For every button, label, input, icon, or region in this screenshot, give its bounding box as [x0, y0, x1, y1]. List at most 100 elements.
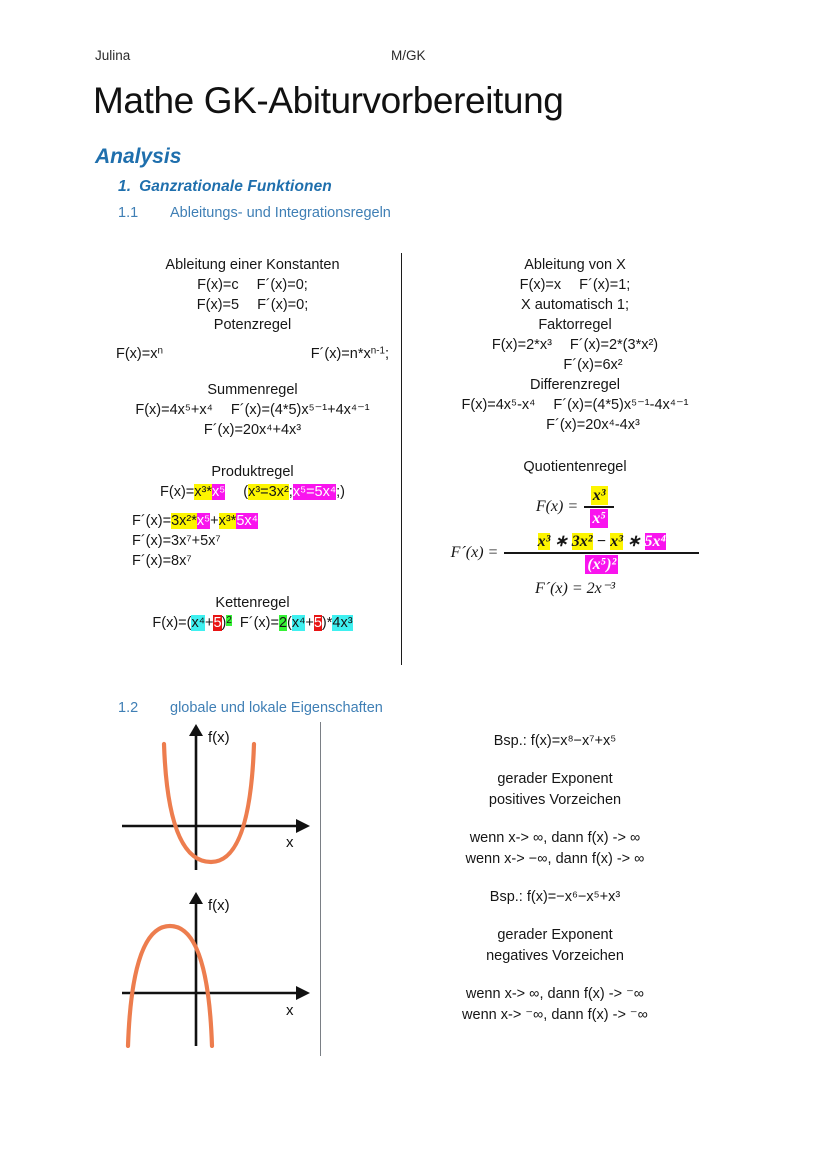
quotient-derivative-row: F´(x) = x³ ∗ 3x² − x³ ∗ 5x⁴ (x⁵)²: [415, 532, 735, 574]
subsection-title-1-1: Ableitungs- und Integrationsregeln: [170, 205, 391, 221]
potenz-lhs: F(x)=xn: [116, 345, 163, 362]
rule-faktor-line-1: F(x)=2*x³ F´(x)=2*(3*x²): [415, 335, 735, 355]
differenz-rhs: F´(x)=(4*5)x⁵⁻¹-4x⁴⁻¹: [553, 397, 689, 413]
kette-hl-5-lhs: 5: [213, 615, 222, 631]
properties-prop2-2: negatives Vorzeichen: [486, 948, 624, 965]
potenz-lhs-exponent: n: [157, 345, 163, 357]
rule-konstante-line-1: F(x)=c F´(x)=0;: [110, 275, 395, 295]
potenz-rhs-exponent: n-1: [370, 345, 385, 357]
quotient-d-hl-x3b: x³: [610, 532, 624, 550]
summen-rhs: F´(x)=(4*5)x⁵⁻¹+4x⁴⁻¹: [230, 402, 370, 418]
subsection-heading-1-2: 1.2 globale und lokale Eigenschaften: [118, 700, 383, 716]
section-heading-analysis: Analysis: [95, 145, 182, 168]
produkt-note-hl-x5: x⁵=5x⁴: [292, 484, 337, 500]
properties-limit2-1: wenn x-> −∞, dann f(x) -> ∞: [465, 851, 645, 868]
rule-title-faktor: Faktorregel: [538, 317, 612, 333]
properties-example-1: Bsp.: f(x)=x⁸−x⁷+x⁵: [493, 733, 617, 749]
produktregel-line-4: F´(x)=8x⁷: [132, 553, 192, 569]
kette-hl-exp-lhs: 2: [226, 614, 232, 626]
konstante-lhs-2: F(x)=5: [196, 297, 240, 313]
produkt-note-hl-x3: x³=3x²: [248, 484, 289, 500]
produktregel-line-3: F´(x)=3x⁷+5x⁷: [132, 533, 221, 549]
chapter-title: Ganzrationale Funktionen: [139, 178, 332, 195]
properties-prop1-2: gerader Exponent: [497, 927, 613, 944]
quotient-d-hl-x3a: x³: [537, 532, 551, 550]
rule-title-potenz: Potenzregel: [213, 317, 292, 333]
graph1-x-axis-label: x: [286, 834, 294, 851]
von-x-lhs: F(x)=x: [519, 277, 562, 293]
rule-title-kette: Kettenregel: [215, 595, 290, 611]
summen-lhs: F(x)=4x⁵+x⁴: [135, 402, 213, 418]
properties-prop1-1: gerader Exponent: [497, 771, 613, 788]
produktregel-line-1: F(x)=x³*x⁵ (x³=3x²;x⁵=5x⁴;): [110, 482, 395, 502]
rules-column-right: Ableitung von X F(x)=x F´(x)=1; X automa…: [415, 255, 735, 600]
rule-title-differenz: Differenzregel: [529, 377, 620, 393]
quotient-d-numerator: x³ ∗ 3x² − x³ ∗ 5x⁴: [537, 532, 667, 550]
quotient-d-hl-5x4: 5x⁴: [644, 532, 667, 550]
column-divider-rules: [401, 253, 402, 665]
quotient-d-denominator: (x⁵)²: [585, 554, 619, 574]
quotient-f-fraction-bar: [584, 506, 615, 508]
konstante-lhs-1: F(x)=c: [197, 277, 239, 293]
page-title: Mathe GK-Abiturvorbereitung: [93, 80, 564, 121]
differenz-lhs: F(x)=4x⁵-x⁴: [461, 397, 536, 413]
rule-faktor-result: F´(x)=6x²: [563, 357, 623, 373]
quotient-f-denominator: x⁵: [590, 508, 608, 528]
graph1-curve: [161, 741, 257, 865]
subsection-number-1-1: 1.1: [118, 205, 139, 221]
chapter-number: 1.: [118, 178, 132, 195]
rules-column-left: Ableitung einer Konstanten F(x)=c F´(x)=…: [110, 255, 395, 633]
rule-title-konstante: Ableitung einer Konstanten: [165, 257, 340, 273]
rule-von-x-note: X automatisch 1;: [521, 297, 629, 313]
subsection-number-1-2: 1.2: [118, 700, 139, 716]
properties-example-2: Bsp.: f(x)=−x⁶−x⁵+x³: [489, 889, 621, 905]
graph2-x-arrow: [296, 986, 310, 1000]
produkt-note: (x³=3x²;x⁵=5x⁴;): [243, 484, 345, 500]
rule-potenz-line: F(x)=xn F´(x)=n*xn-1;: [110, 344, 395, 364]
column-divider-properties: [320, 722, 321, 1056]
rule-differenz-result: F´(x)=20x⁴-4x³: [546, 417, 640, 433]
rule-title-produkt: Produktregel: [211, 464, 294, 480]
subsection-heading-1-1: 1.1 Ableitungs- und Integrationsregeln: [118, 205, 391, 221]
konstante-rhs-1: F´(x)=0;: [256, 277, 308, 293]
potenz-rhs: F´(x)=n*xn-1;: [310, 345, 389, 362]
graph1-y-axis-label: f(x): [208, 729, 230, 746]
produkt-d-hl-3x2: 3x²*: [171, 513, 197, 529]
properties-block-negative: Bsp.: f(x)=−x⁶−x⁵+x³ gerader Exponent ne…: [390, 887, 720, 1026]
faktor-rhs: F´(x)=2*(3*x²): [569, 337, 659, 353]
graph-parabola-up: f(x) x: [122, 724, 310, 870]
graph2-y-axis-label: f(x): [208, 897, 230, 914]
rule-differenz-line-1: F(x)=4x⁵-x⁴ F´(x)=(4*5)x⁵⁻¹-4x⁴⁻¹: [415, 395, 735, 415]
quotient-f-fraction: x³ x⁵: [584, 486, 615, 528]
kette-hl-5-rhs: 5: [313, 615, 322, 631]
properties-block-positive: Bsp.: f(x)=x⁸−x⁷+x⁵ gerader Exponent pos…: [390, 731, 720, 870]
konstante-rhs-2: F´(x)=0;: [257, 297, 309, 313]
rule-konstante-line-2: F(x)=5 F´(x)=0;: [110, 295, 395, 315]
graph2-x-axis-label: x: [286, 1002, 294, 1019]
produkt-hl-x5: x⁵: [211, 484, 226, 500]
kette-hl-x4-rhs: x⁴: [291, 615, 306, 631]
quotient-d-fraction: x³ ∗ 3x² − x³ ∗ 5x⁴ (x⁵)²: [504, 532, 700, 574]
rule-summen-line-1: F(x)=4x⁵+x⁴ F´(x)=(4*5)x⁵⁻¹+4x⁴⁻¹: [110, 400, 395, 420]
produktregel-line-2: F´(x)=3x²*x⁵+x³*5x⁴: [132, 513, 258, 529]
chapter-heading: 1. Ganzrationale Funktionen: [118, 178, 332, 196]
quotient-d-fraction-bar: [504, 552, 700, 554]
properties-limit1-1: wenn x-> ∞, dann f(x) -> ∞: [469, 830, 641, 847]
kette-hl-2-rhs: 2: [278, 615, 288, 631]
rule-title-summen: Summenregel: [207, 382, 298, 398]
subsection-title-1-2: globale und lokale Eigenschaften: [170, 700, 383, 716]
produkt-lhs: F(x)=x³*x⁵: [160, 484, 226, 500]
quotient-result: F´(x) = 2x⁻³: [535, 579, 615, 597]
produkt-hl-x3: x³*: [194, 484, 212, 500]
quotient-function-row: F(x) = x³ x⁵: [415, 486, 735, 528]
rule-von-x-line-1: F(x)=x F´(x)=1;: [415, 275, 735, 295]
quotient-d-hl-3x2: 3x²: [571, 532, 593, 550]
kette-hl-x4-lhs: x⁴: [191, 615, 205, 631]
graph2-curve: [125, 923, 215, 1048]
produkt-d-hl-x3: x³*: [218, 513, 237, 529]
graph2-y-arrow: [189, 892, 203, 904]
graph1-y-arrow: [189, 724, 203, 736]
faktor-lhs: F(x)=2*x³: [491, 337, 552, 353]
produkt-d-hl-5x4: 5x⁴: [236, 513, 258, 529]
